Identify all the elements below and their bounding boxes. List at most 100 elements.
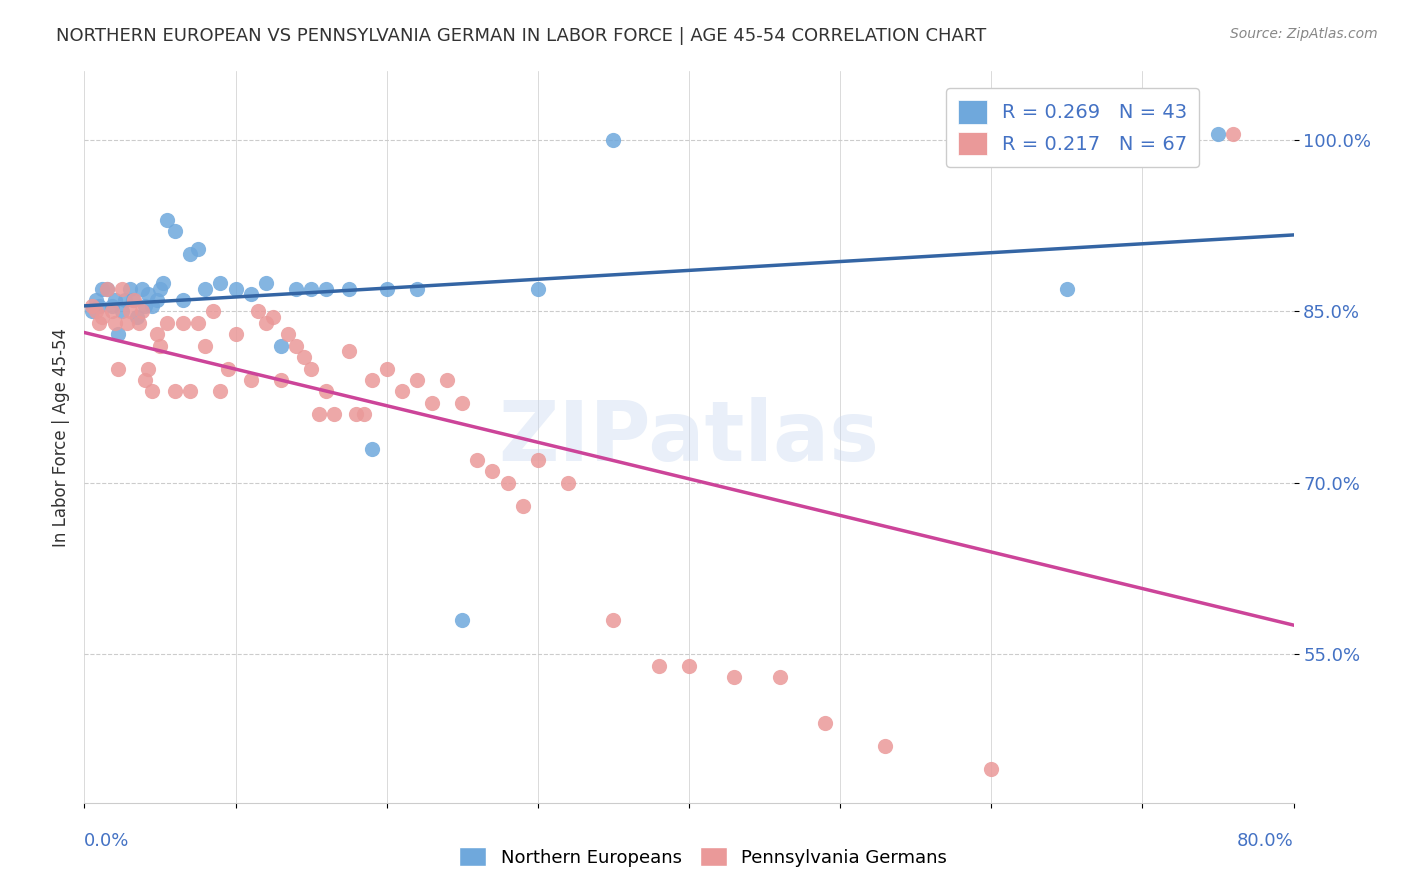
Point [114,293,136,307]
Point [115,316,138,330]
Point [201,304,224,318]
Point [131,281,153,295]
Point [1222,127,1244,141]
Point [322,407,344,421]
Text: 80.0%: 80.0% [1237,832,1294,850]
Point [187,242,209,256]
Point [315,281,337,295]
Point [194,339,217,353]
Point [346,407,368,421]
Point [308,407,330,421]
Point [134,299,156,313]
Point [179,384,201,399]
Text: 0.0%: 0.0% [84,832,129,850]
Point [118,304,141,318]
Point [86,304,108,318]
Point [96,281,118,295]
Point [209,384,232,399]
Point [391,384,413,399]
Point [127,310,149,324]
Point [285,281,308,295]
Point [875,739,897,753]
Point [141,384,163,399]
Point [375,361,398,376]
Point [602,133,624,147]
Legend: Northern Europeans, Pennsylvania Germans: Northern Europeans, Pennsylvania Germans [451,840,955,874]
Point [225,327,247,342]
Point [1206,127,1229,141]
Point [315,384,337,399]
Point [100,299,122,313]
Point [165,384,187,399]
Point [723,670,745,684]
Point [239,287,262,301]
Point [225,281,247,295]
Point [107,361,129,376]
Point [270,339,292,353]
Point [136,287,159,301]
Point [179,247,201,261]
Point [254,276,277,290]
Point [481,464,503,478]
Point [353,407,375,421]
Point [104,293,127,307]
Point [292,350,315,364]
Point [814,715,837,730]
Legend: R = 0.269   N = 43, R = 0.217   N = 67: R = 0.269 N = 43, R = 0.217 N = 67 [946,88,1199,167]
Point [254,316,277,330]
Text: ZIPatlas: ZIPatlas [499,397,879,477]
Point [1056,281,1078,295]
Point [89,299,111,313]
Point [375,281,398,295]
Point [165,224,187,238]
Point [172,293,194,307]
Text: NORTHERN EUROPEAN VS PENNSYLVANIA GERMAN IN LABOR FORCE | AGE 45-54 CORRELATION : NORTHERN EUROPEAN VS PENNSYLVANIA GERMAN… [56,27,987,45]
Point [100,304,122,318]
Point [678,658,700,673]
Point [146,293,169,307]
Point [406,281,429,295]
Point [299,281,322,295]
Point [172,316,194,330]
Point [107,327,129,342]
Point [1161,127,1184,141]
Point [406,373,429,387]
Point [360,373,382,387]
Point [247,304,270,318]
Point [420,396,443,410]
Point [96,281,118,295]
Point [89,316,111,330]
Point [122,293,145,307]
Point [496,475,519,490]
Point [86,293,108,307]
Point [146,327,169,342]
Point [111,304,134,318]
Point [104,316,127,330]
Point [337,281,360,295]
Point [80,299,103,313]
Point [512,499,534,513]
Point [360,442,382,456]
Y-axis label: In Labor Force | Age 45-54: In Labor Force | Age 45-54 [52,327,70,547]
Point [217,361,239,376]
Point [91,310,114,324]
Point [299,361,322,376]
Point [262,310,284,324]
Point [149,281,172,295]
Text: Source: ZipAtlas.com: Source: ZipAtlas.com [1230,27,1378,41]
Point [451,396,474,410]
Point [152,276,174,290]
Point [209,276,232,290]
Point [121,293,143,307]
Point [91,281,114,295]
Point [239,373,262,387]
Point [134,373,156,387]
Point [118,281,141,295]
Point [527,281,550,295]
Point [467,453,489,467]
Point [156,316,179,330]
Point [980,762,1002,776]
Point [602,613,624,627]
Point [337,344,360,359]
Point [769,670,792,684]
